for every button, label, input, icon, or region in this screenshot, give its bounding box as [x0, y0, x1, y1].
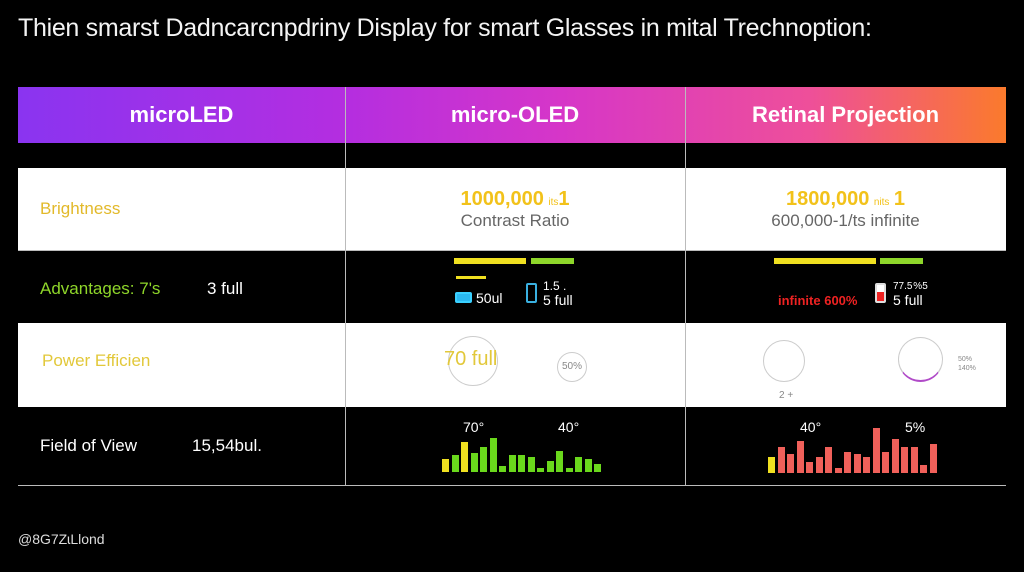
- battery-icon: [526, 283, 537, 303]
- retinal-fov-mini-chart: [768, 428, 958, 473]
- fov-bar: [834, 467, 842, 473]
- fov-bar: [910, 446, 918, 473]
- fov-bar: [518, 455, 525, 472]
- fov-bar: [853, 454, 861, 473]
- fov-bar: [882, 451, 889, 473]
- fov-bar: [901, 446, 908, 473]
- power-efficiency-label: Power Efficien: [42, 351, 151, 370]
- brightness-label: Brightness: [40, 199, 121, 218]
- fov-bar: [872, 428, 880, 473]
- fov-bar: [806, 462, 813, 473]
- battery-icon: [875, 283, 886, 303]
- fov-bar: [461, 442, 468, 472]
- fov-bar: [442, 459, 449, 472]
- fov-bar: [489, 438, 497, 472]
- fov-bar: [499, 465, 506, 472]
- fov-bar: [470, 452, 478, 472]
- fov-bar: [546, 461, 554, 472]
- fov-bar: [451, 455, 459, 472]
- green-bar: [531, 258, 574, 264]
- fov-bar: [584, 459, 592, 472]
- fov-bar: [891, 438, 899, 473]
- battery-icon: [455, 292, 472, 303]
- fov-bar: [825, 446, 832, 473]
- fov-bar: [556, 450, 563, 472]
- fov-bar: [508, 455, 516, 472]
- fov-bar: [787, 454, 794, 473]
- column-header-micro-oled: micro-OLED: [450, 102, 580, 127]
- fov-bar: [768, 457, 775, 473]
- column-header-retinal-projection: Retinal Projection: [751, 102, 940, 127]
- fov-label: Field of View: [40, 436, 138, 455]
- fov-bar: [844, 451, 851, 473]
- fov-bar: [480, 446, 487, 472]
- column-header-microled: microLED: [129, 102, 234, 127]
- fov-bar: [920, 465, 927, 473]
- oled-fov-mini-chart: [442, 438, 602, 472]
- column-header-bar: microLED micro-OLED Retinal Projection: [18, 87, 1006, 143]
- fov-bar: [537, 467, 544, 472]
- gauge-icon: [898, 337, 943, 382]
- yellow-bar: [774, 258, 876, 264]
- advantages-label: Advantages: 7's: [40, 279, 161, 298]
- page-title: Thien smarst Dadncarcnpdriny Display for…: [18, 14, 872, 42]
- fov-bar: [594, 463, 601, 472]
- footer-handle: @8G7ZɩLlond: [18, 531, 105, 547]
- gauge-icon: [763, 340, 805, 382]
- fov-bar: [815, 457, 823, 473]
- fov-bar: [777, 446, 785, 473]
- fov-bar: [796, 441, 804, 473]
- advantages-value: 3 full: [207, 279, 243, 298]
- retinal-brightness: 1800,000 nits 1 600,000-1/ts infinite: [771, 188, 920, 230]
- fov-bar: [565, 467, 573, 472]
- gauge-icon: [448, 336, 498, 386]
- row-brightness: [18, 168, 1006, 250]
- oled-brightness: 1000,000 its1 Contrast Ratio: [460, 188, 570, 230]
- row-power-efficiency: [18, 323, 1006, 407]
- fov-bar: [527, 457, 535, 472]
- gauge-icon: 50%: [557, 352, 587, 382]
- fov-bar: [575, 457, 582, 472]
- yellow-bar: [454, 258, 526, 264]
- green-bar: [880, 258, 923, 264]
- fov-value: 15,54bul.: [192, 436, 262, 455]
- fov-bar: [863, 457, 870, 473]
- fov-bar: [929, 443, 937, 473]
